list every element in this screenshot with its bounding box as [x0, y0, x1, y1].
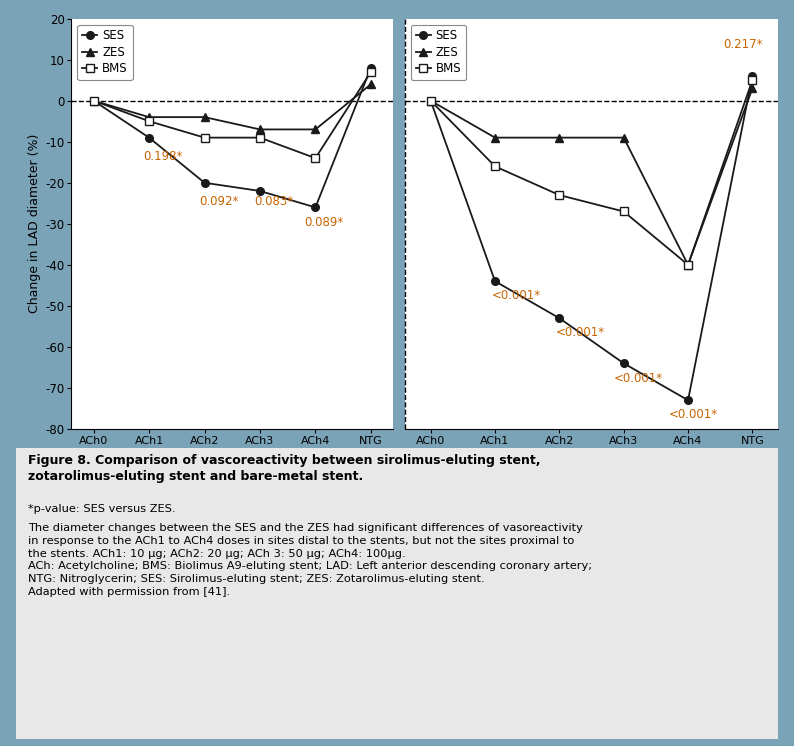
Legend: SES, ZES, BMS: SES, ZES, BMS — [77, 25, 133, 80]
Text: <0.001*: <0.001* — [669, 409, 718, 421]
Legend: SES, ZES, BMS: SES, ZES, BMS — [410, 25, 466, 80]
Text: <0.001*: <0.001* — [556, 327, 605, 339]
Text: <0.001*: <0.001* — [614, 372, 663, 384]
Text: 0.083*: 0.083* — [254, 195, 294, 208]
Text: The diameter changes between the SES and the ZES had significant differences of : The diameter changes between the SES and… — [28, 523, 592, 597]
Text: 0.217*: 0.217* — [723, 39, 763, 51]
Text: 0.198*: 0.198* — [144, 150, 183, 163]
Text: Figure 8. Comparison of vascoreactivity between sirolimus-eluting stent,
zotarol: Figure 8. Comparison of vascoreactivity … — [28, 454, 540, 483]
Y-axis label: Change in LAD diameter (%): Change in LAD diameter (%) — [28, 134, 41, 313]
Text: *p-value: SES versus ZES.: *p-value: SES versus ZES. — [28, 504, 175, 514]
Text: 0.089*: 0.089* — [304, 216, 344, 228]
Text: 0.092*: 0.092* — [199, 195, 238, 208]
Text: <0.001*: <0.001* — [491, 289, 541, 302]
